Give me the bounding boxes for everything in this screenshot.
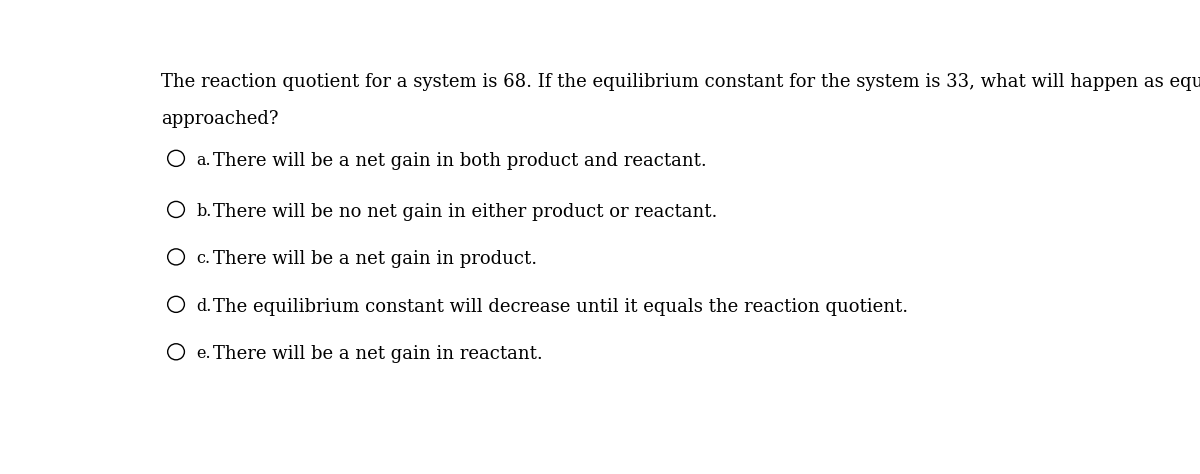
Text: There will be no net gain in either product or reactant.: There will be no net gain in either prod… [214,203,718,221]
Text: There will be a net gain in reactant.: There will be a net gain in reactant. [214,345,542,363]
Text: e.: e. [197,345,211,362]
Text: The equilibrium constant will decrease until it equals the reaction quotient.: The equilibrium constant will decrease u… [214,298,908,316]
Text: approached?: approached? [161,110,278,128]
Text: a.: a. [197,152,211,169]
Text: c.: c. [197,250,211,267]
Text: There will be a net gain in both product and reactant.: There will be a net gain in both product… [214,152,707,170]
Text: The reaction quotient for a system is 68. If the equilibrium constant for the sy: The reaction quotient for a system is 68… [161,73,1200,91]
Text: d.: d. [197,298,212,315]
Text: b.: b. [197,203,212,220]
Text: There will be a net gain in product.: There will be a net gain in product. [214,250,538,268]
